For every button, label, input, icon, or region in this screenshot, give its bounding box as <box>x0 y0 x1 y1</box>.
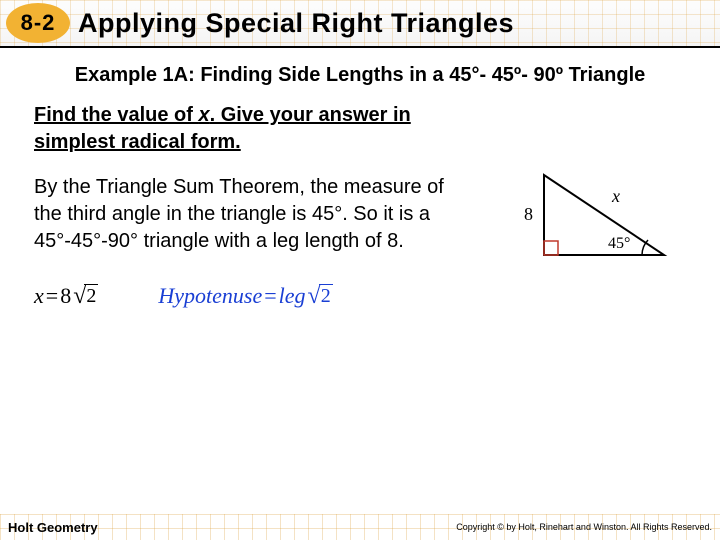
header-bar: 8-2 Applying Special Right Triangles <box>0 0 720 48</box>
eq1-sqrt: √ 2 <box>73 284 98 308</box>
footer-bar: Holt Geometry Copyright © by Holt, Rineh… <box>0 514 720 540</box>
equations-row: x = 8 √ 2 Hypotenuse = leg √ 2 <box>34 283 686 309</box>
eq2-coef: leg <box>279 283 306 309</box>
eq2-sqrt: √ 2 <box>308 284 333 308</box>
right-angle-icon <box>544 241 558 255</box>
footer-brand: Holt Geometry <box>8 520 98 535</box>
eq1-radicand: 2 <box>84 284 98 307</box>
eq2-radicand: 2 <box>319 284 333 307</box>
footer-copyright: Copyright © by Holt, Rinehart and Winsto… <box>456 522 712 532</box>
eq2-equals: = <box>264 283 276 309</box>
hypotenuse-label: x <box>611 186 620 206</box>
lesson-badge: 8-2 <box>6 3 70 43</box>
triangle-figure: 8 x 45° <box>504 160 684 280</box>
equation-formula: Hypotenuse = leg √ 2 <box>158 283 332 309</box>
header-title: Applying Special Right Triangles <box>78 8 514 39</box>
eq1-lhs: x <box>34 283 44 309</box>
prompt-before: Find the value of <box>34 104 198 126</box>
leg-label: 8 <box>524 204 533 224</box>
example-title: Example 1A: Finding Side Lengths in a 45… <box>20 62 700 88</box>
eq1-coef: 8 <box>60 283 71 309</box>
prompt-text: Find the value of x. Give your answer in… <box>34 102 464 156</box>
angle-label: 45° <box>608 235 630 252</box>
equation-solution: x = 8 √ 2 <box>34 283 98 309</box>
lesson-number: 8-2 <box>21 10 56 36</box>
prompt-xvar: x <box>198 104 209 126</box>
explanation-text: By the Triangle Sum Theorem, the measure… <box>34 174 464 255</box>
eq1-equals: = <box>46 283 58 309</box>
eq2-lhs: Hypotenuse <box>158 283 262 309</box>
